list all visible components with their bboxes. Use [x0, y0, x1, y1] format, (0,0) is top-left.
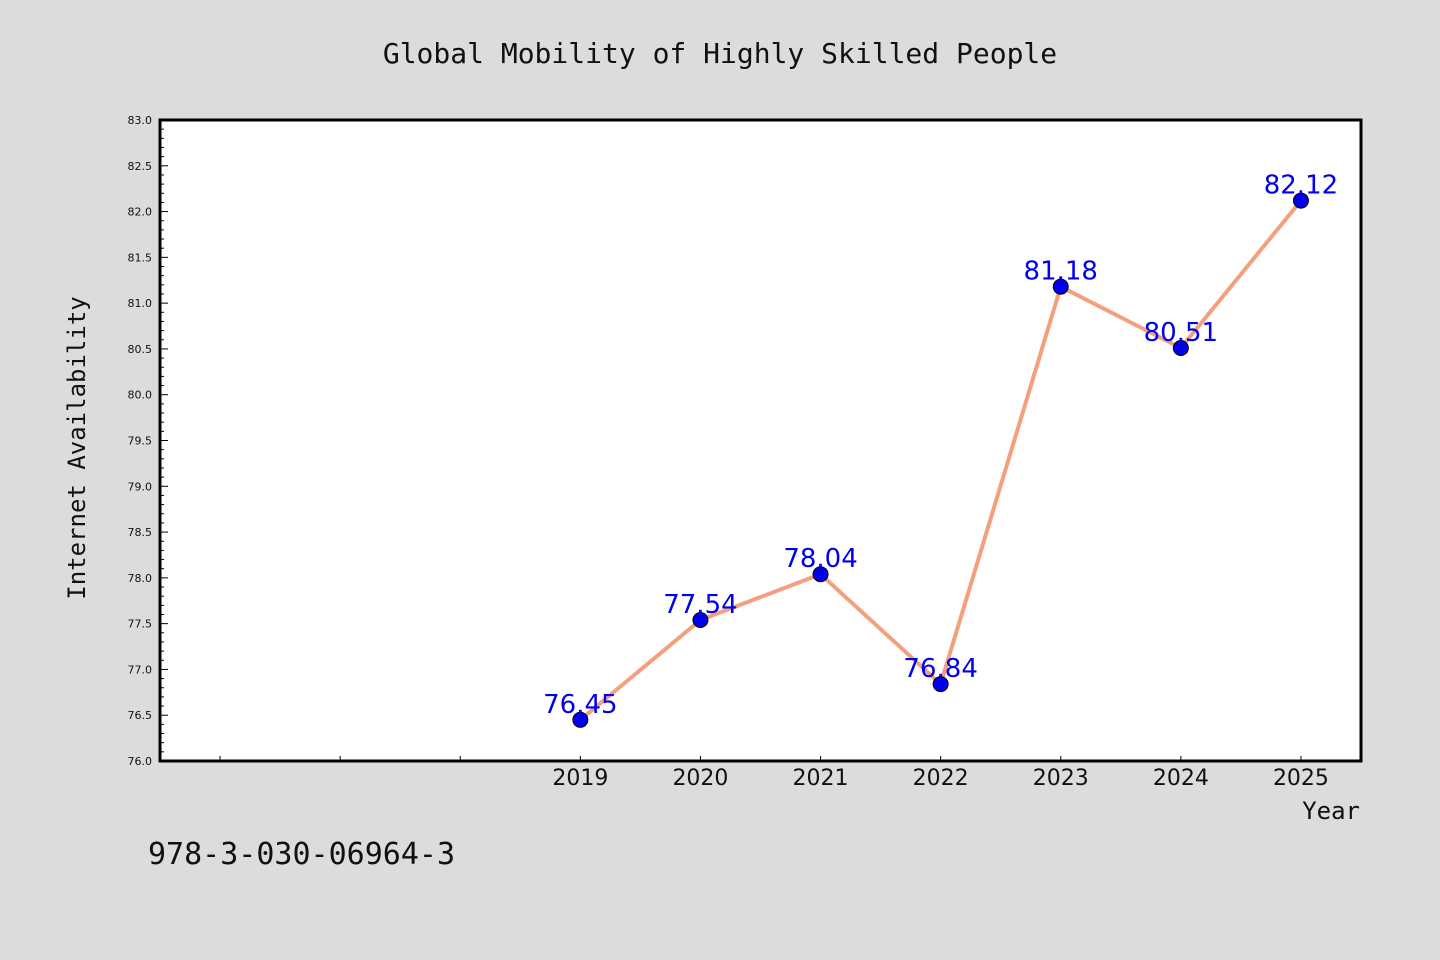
x-tick-label: 2021 [793, 766, 849, 791]
y-tick-label: 77.5 [128, 618, 153, 631]
data-point [1172, 340, 1189, 357]
isbn-text: 978-3-030-06964-3 [148, 837, 455, 872]
y-axis: 76.0 76.5 77.0 77.5 78.0 78.5 79.0 79.5 80.0 80.5… [128, 114, 168, 768]
data-point [932, 676, 949, 693]
x-tick-label: 2025 [1273, 766, 1329, 791]
data-label: 77.54 [663, 590, 737, 620]
data-label: 81.18 [1024, 257, 1098, 287]
y-tick-label: 78.0 [128, 572, 153, 585]
data-point [572, 711, 589, 728]
plot-area [158, 118, 1363, 763]
data-label-layer: 76.45 77.54 78.04 76.84 81.18 80.51 82.12 [543, 171, 1338, 720]
series-layer [572, 192, 1309, 728]
data-label: 76.84 [903, 654, 977, 684]
y-tick-label: 81.5 [128, 251, 153, 264]
x-axis-label: Year [1302, 797, 1360, 825]
y-tick-label: 78.5 [128, 526, 153, 539]
x-axis: 2019 2020 2021 2022 2023 2024 2025 [219, 756, 1329, 791]
y-tick-label: 81.0 [128, 297, 153, 310]
y-tick-label: 79.5 [128, 435, 153, 448]
data-point [692, 611, 709, 628]
y-tick-label: 83.0 [128, 114, 153, 127]
data-label: 78.04 [783, 544, 857, 574]
x-tick-label: 2023 [1033, 766, 1089, 791]
y-tick-label: 77.0 [128, 663, 153, 676]
y-tick-label: 80.5 [128, 343, 153, 356]
y-tick-label: 80.0 [128, 389, 153, 402]
data-point [1292, 192, 1309, 209]
data-label: 82.12 [1264, 171, 1338, 201]
x-tick-label: 2020 [672, 766, 728, 791]
data-label: 76.45 [543, 690, 617, 720]
y-tick-label: 76.5 [128, 709, 153, 722]
chart-title: Global Mobility of Highly Skilled People [383, 37, 1057, 70]
y-tick-label: 76.0 [128, 755, 153, 768]
x-tick-label: 2024 [1153, 766, 1209, 791]
y-tick-label: 82.0 [128, 206, 153, 219]
x-tick-label: 2019 [552, 766, 608, 791]
data-point [812, 566, 829, 583]
y-axis-label: Internet Availability [63, 296, 91, 599]
data-point [1052, 278, 1069, 295]
y-tick-label: 82.5 [128, 160, 153, 173]
y-tick-label: 79.0 [128, 480, 153, 493]
x-tick-label: 2022 [913, 766, 969, 791]
data-label: 80.51 [1144, 318, 1218, 348]
